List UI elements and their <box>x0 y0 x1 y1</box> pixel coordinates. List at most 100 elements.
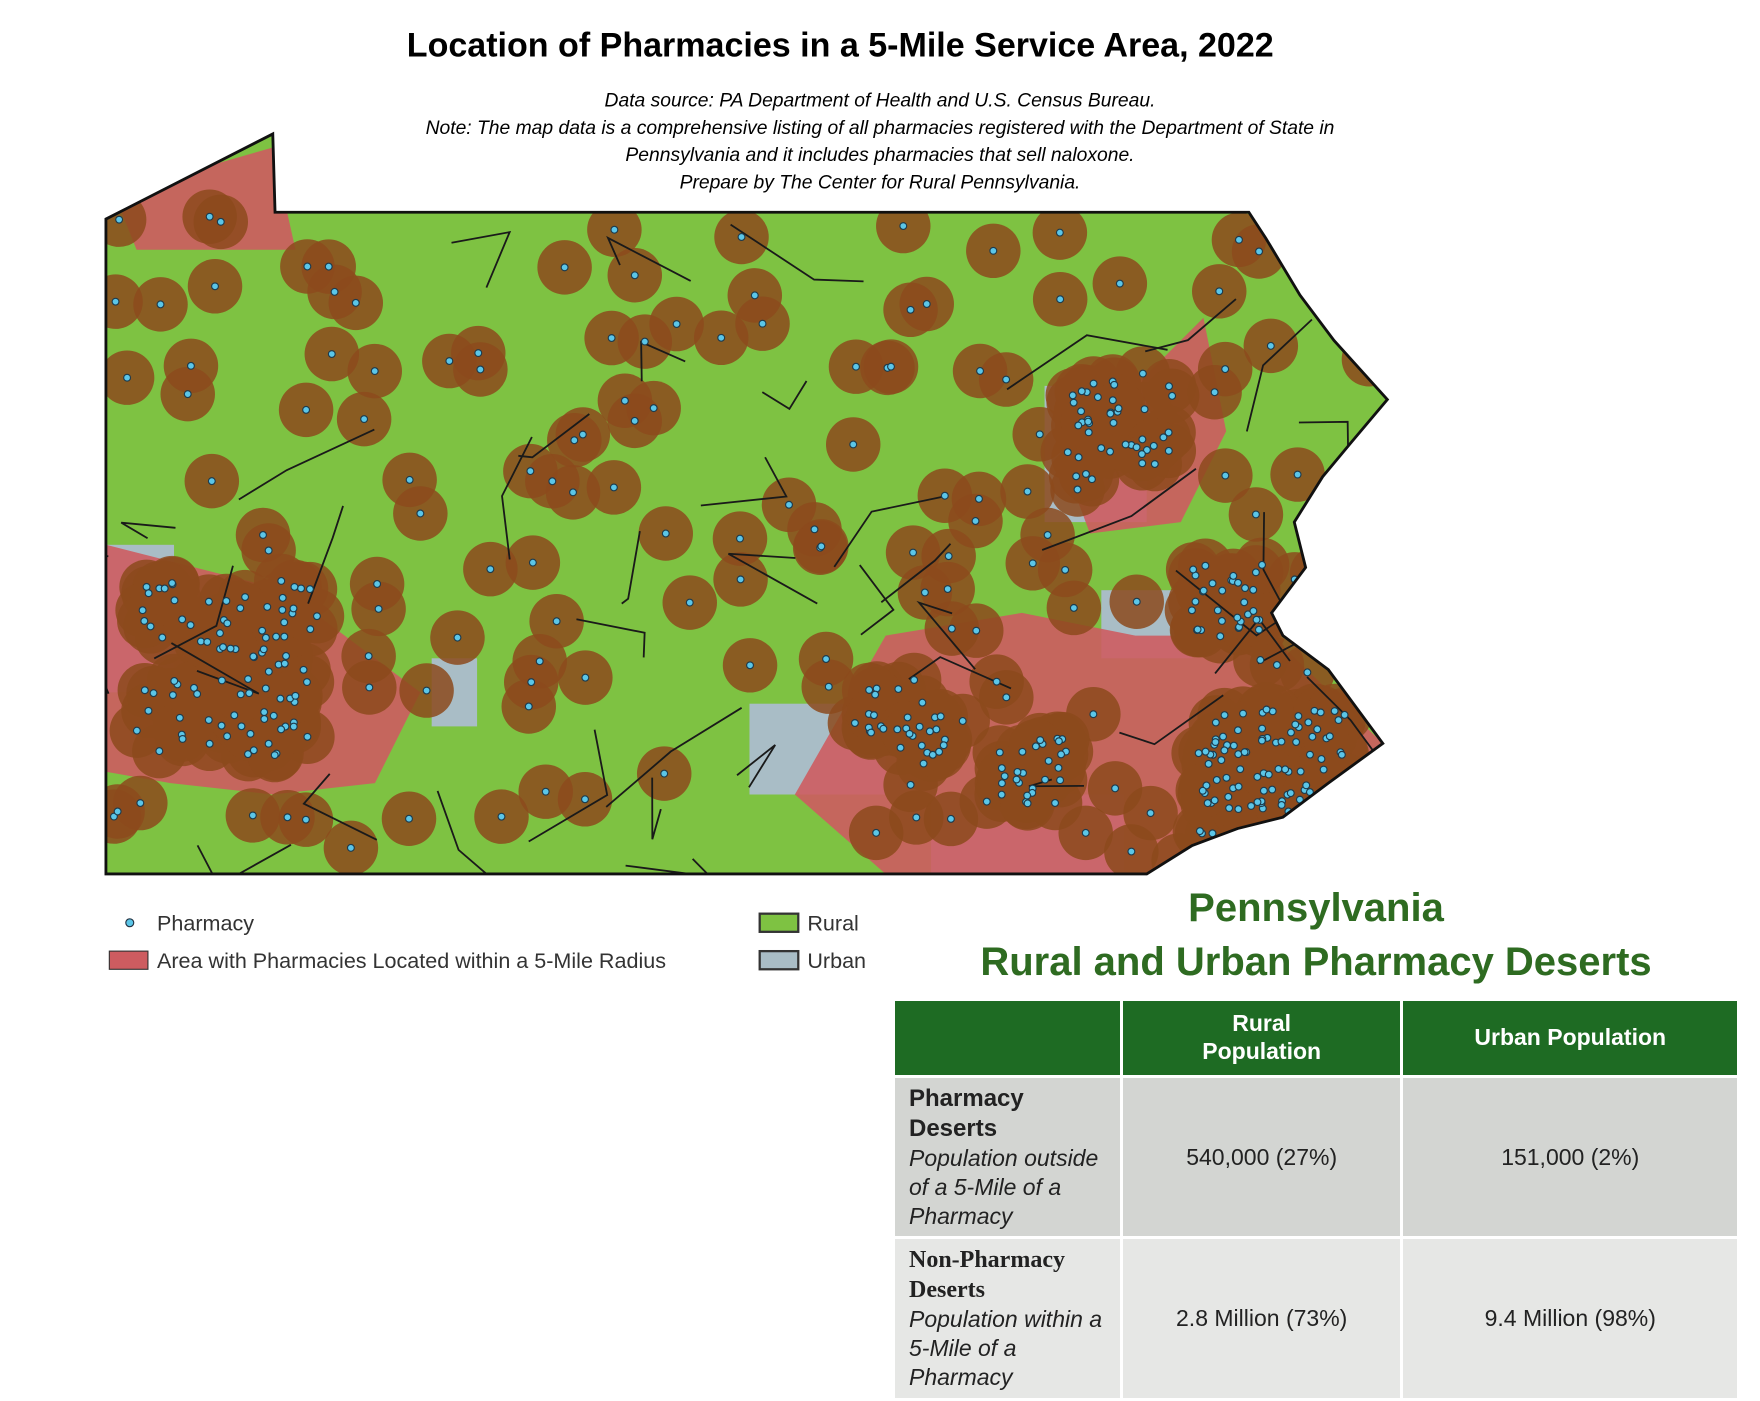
pharmacy-point <box>1234 782 1243 791</box>
pharmacy-point <box>1057 750 1066 759</box>
pharmacy-point <box>282 652 290 660</box>
pharmacy-point <box>1239 709 1248 718</box>
pharmacy-point <box>360 415 369 424</box>
service-buffer <box>1274 826 1330 874</box>
pharmacy-point <box>850 719 859 728</box>
pharmacy-point <box>1222 773 1231 782</box>
pharmacy-point <box>1240 748 1249 757</box>
pharmacy-point <box>405 475 414 484</box>
pharmacy-point <box>1132 443 1141 452</box>
pharmacy-point <box>216 217 225 226</box>
pharmacy-point <box>1211 738 1220 747</box>
pharmacy-point <box>1109 418 1118 427</box>
pharmacy-point <box>581 795 589 804</box>
pharmacy-point <box>138 606 147 615</box>
service-buffer <box>1305 795 1360 850</box>
pharmacy-point <box>896 743 905 752</box>
pharmacy-point <box>1084 417 1093 426</box>
pharmacy-point <box>920 588 929 597</box>
pharmacy-point <box>1307 805 1316 814</box>
pharmacy-point <box>524 702 533 711</box>
pharmacy-point <box>217 676 226 685</box>
pharmacy-point <box>997 790 1006 799</box>
pharmacy-point <box>1202 781 1211 790</box>
pharmacy-point <box>290 582 299 591</box>
row-title: Pharmacy Deserts <box>909 1085 1024 1142</box>
pharmacy-point <box>1074 421 1083 430</box>
pharmacy-point <box>1204 759 1213 768</box>
pharmacy-point <box>1286 728 1295 737</box>
pharmacy-point <box>1028 559 1037 568</box>
pharmacy-point <box>939 741 948 750</box>
pharmacy-point <box>1272 661 1281 669</box>
pharmacy-point <box>1305 750 1314 759</box>
pharmacy-point <box>905 729 914 738</box>
pharmacy-point <box>1069 398 1078 407</box>
pharmacy-point <box>944 552 953 561</box>
pharmacy-point <box>156 300 165 309</box>
pharmacy-point <box>1035 430 1044 439</box>
pharmacy-point <box>244 675 253 684</box>
pharmacy-point <box>1150 460 1159 469</box>
pharmacy-point <box>278 593 287 602</box>
pharmacy-point <box>1224 792 1233 801</box>
pharmacy-point <box>312 612 321 621</box>
county-line <box>576 618 646 658</box>
pharmacy-point <box>158 633 167 642</box>
pharmacy-point <box>906 305 915 314</box>
pharmacy-point <box>1218 586 1227 595</box>
pharmacy-point <box>899 222 908 231</box>
pharmacy-point <box>1326 844 1335 853</box>
pharmacy-point <box>486 565 495 574</box>
pharmacy-point <box>269 711 278 720</box>
pharmacy-point <box>1217 836 1226 845</box>
pharmacy-point <box>1087 475 1096 484</box>
pharmacy-point <box>1194 749 1203 758</box>
pharmacy-point <box>1313 569 1322 578</box>
county-line <box>728 552 818 605</box>
service-buffer <box>1328 837 1383 874</box>
pharmacy-point <box>1165 382 1173 391</box>
pharmacy-point <box>1281 765 1290 774</box>
pharmacy-point <box>1077 407 1086 416</box>
pharmacy-point <box>947 624 956 633</box>
pharmacy-point <box>216 629 224 638</box>
pharmacy-point <box>1220 746 1229 755</box>
legend-label: Pharmacy <box>157 911 254 936</box>
pharmacy-point <box>364 652 373 661</box>
pharmacy-point <box>205 739 214 748</box>
pharmacy-point <box>223 732 232 741</box>
pharmacy-point <box>1217 756 1226 765</box>
pharmacy-point <box>610 225 619 234</box>
pharmacy-point <box>1023 799 1032 808</box>
pharmacy-point <box>1338 801 1347 810</box>
pharmacy-point <box>1251 510 1260 519</box>
pharmacy-point <box>918 698 927 707</box>
pharmacy-point <box>1259 786 1268 795</box>
pharmacy-point <box>1319 765 1328 774</box>
county-line <box>105 612 110 695</box>
pharmacy-point <box>609 483 618 492</box>
pharmacy-point <box>277 576 286 585</box>
service-buffer <box>1223 825 1278 874</box>
pharmacy-point <box>1115 279 1124 288</box>
pharmacy-point <box>1256 656 1265 664</box>
pharmacy-point <box>1097 444 1106 453</box>
pharmacy-point <box>872 828 881 837</box>
pharmacy-point <box>186 361 195 370</box>
note: Data source: PA Department of Health and… <box>605 91 1156 112</box>
pharmacy-point <box>280 632 289 641</box>
service-buffer <box>1285 806 1341 861</box>
note: Prepare by The Center for Rural Pennsylv… <box>680 172 1081 193</box>
service-buffer <box>1307 829 1363 874</box>
pharmacy-point <box>170 596 179 605</box>
page: Location of Pharmacies in a 5-Mile Servi… <box>104 26 1737 1398</box>
pharmacy-point <box>1274 832 1283 841</box>
pharmacy-point <box>1111 784 1120 793</box>
service-buffer <box>1303 821 1358 874</box>
pharmacy-point <box>324 262 333 271</box>
pharmacy-point <box>1234 805 1243 814</box>
pharmacy-point <box>1219 732 1228 741</box>
county-line <box>518 413 590 459</box>
pharmacy-point <box>849 440 858 449</box>
